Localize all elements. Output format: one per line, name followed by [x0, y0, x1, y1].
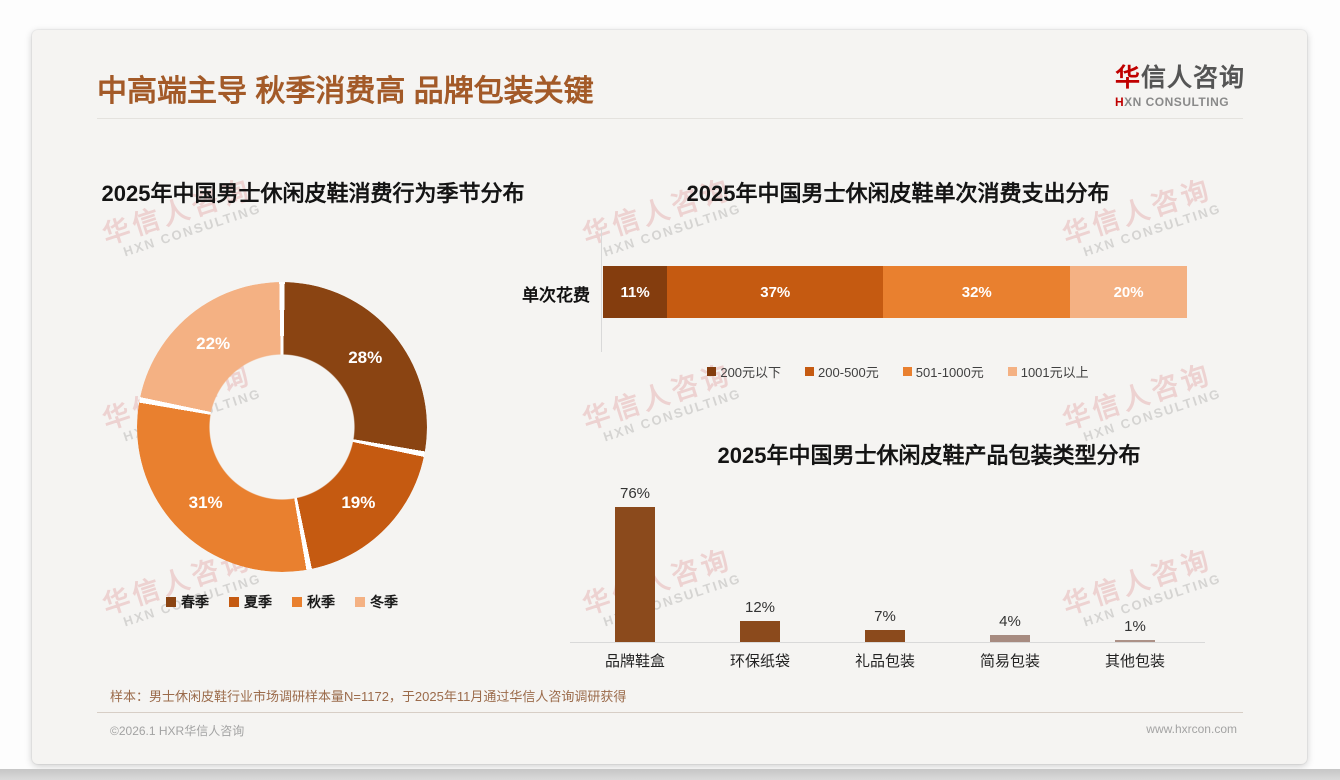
legend-swatch-icon	[805, 367, 815, 376]
bar-column: 7%	[830, 489, 940, 642]
bar-value-label: 1%	[1124, 618, 1146, 635]
bar-column: 1%	[1080, 489, 1190, 642]
watermark-en: HXN CONSULTING	[1081, 200, 1224, 260]
bar-rect	[990, 634, 1030, 642]
bar-rect	[740, 620, 780, 642]
donut-chart-title: 2025年中国男士休闲皮鞋消费行为季节分布	[101, 181, 525, 206]
legend-swatch-icon	[166, 597, 176, 607]
bar-category-label: 其他包装	[1104, 653, 1165, 670]
bar-chart-categories: 品牌鞋盒 环保纸袋 礼品包装 简易包装 其他包装	[570, 650, 1205, 674]
footer-divider	[97, 712, 1243, 713]
legend-item: 1001元以上	[1007, 362, 1089, 381]
legend-swatch-icon	[1007, 367, 1017, 376]
logo-zh-text: 华信人咨询	[1114, 64, 1245, 92]
watermark-en: HXN CONSULTING	[601, 200, 744, 260]
legend-label: 春季	[181, 594, 209, 610]
donut-segment-label: 19%	[341, 493, 376, 513]
bar-chart-plot: 76% 12% 7% 4% 1%	[570, 485, 1205, 643]
watermark-en: HXN CONSULTING	[601, 385, 744, 445]
legend-swatch-icon	[292, 597, 302, 607]
legend-item: 春季	[166, 592, 209, 612]
stacked-axis-line	[601, 228, 602, 352]
page-title: 中高端主导 秋季消费高 品牌包装关键	[97, 75, 594, 108]
watermark-en: HXN CONSULTING	[1081, 385, 1224, 445]
legend-item: 501-1000元	[902, 362, 984, 381]
sample-note: 样本：男士休闲皮鞋行业市场调研样本量N=1172，于2025年11月通过华信人咨…	[110, 689, 627, 704]
stacked-chart-title: 2025年中国男士休闲皮鞋单次消费支出分布	[686, 181, 1110, 206]
bar-value-label: 4%	[999, 612, 1021, 630]
bar-column: 12%	[705, 489, 815, 642]
legend-label: 冬季	[370, 594, 398, 610]
donut-segment-label: 22%	[196, 333, 231, 353]
legend-item: 夏季	[229, 592, 272, 612]
bar-category-label: 礼品包装	[854, 653, 915, 670]
legend-label: 1001元以上	[1020, 365, 1089, 380]
watermark-en: HXN CONSULTING	[121, 200, 264, 260]
donut-legend: 春季 夏季 秋季 冬季	[117, 592, 447, 612]
bar-category-label: 简易包装	[979, 653, 1040, 670]
donut-ring	[137, 282, 427, 572]
logo-en-text: HXN CONSULTING	[1114, 95, 1230, 109]
footer-copyright: ©2026.1 HXR华信人咨询	[110, 724, 245, 738]
bar-rect	[1115, 640, 1155, 642]
stacked-row-label: 单次花费	[522, 286, 590, 305]
stacked-legend: 200元以下 200-500元 501-1000元 1001元以上	[598, 362, 1198, 381]
header-divider	[97, 118, 1243, 119]
stacked-segment: 32%	[883, 266, 1071, 318]
stacked-bar: 11% 37% 32% 20%	[603, 266, 1187, 318]
report-card: 华信人咨询 HXN CONSULTING 华信人咨询 HXN CONSULTING 华信…	[32, 30, 1307, 764]
legend-label: 501-1000元	[915, 365, 984, 380]
bar-column: 76%	[580, 485, 690, 642]
bar-value-label: 12%	[744, 598, 776, 616]
legend-label: 200-500元	[818, 365, 879, 380]
legend-label: 夏季	[244, 594, 272, 610]
legend-swatch-icon	[902, 367, 912, 376]
stacked-segment: 37%	[667, 266, 884, 318]
legend-item: 秋季	[292, 592, 335, 612]
legend-swatch-icon	[355, 597, 365, 607]
bar-chart-title: 2025年中国男士休闲皮鞋产品包装类型分布	[717, 443, 1141, 468]
bar-rect	[865, 629, 905, 642]
legend-item: 200-500元	[805, 362, 879, 381]
legend-swatch-icon	[229, 597, 239, 607]
bar-category-label: 品牌鞋盒	[604, 653, 665, 670]
footer-website: www.hxrcon.com	[1146, 722, 1237, 736]
company-logo: 华信人咨询 HXN CONSULTING	[1115, 58, 1245, 109]
window-bottom-edge	[0, 769, 1340, 780]
bar-rect	[615, 506, 655, 642]
legend-swatch-icon	[707, 367, 717, 376]
stacked-segment: 20%	[1070, 266, 1187, 318]
donut-chart: 28% 19% 31% 22%	[137, 282, 427, 572]
legend-item: 冬季	[355, 592, 398, 612]
stacked-segment: 11%	[603, 266, 668, 318]
donut-segment-label: 31%	[188, 493, 223, 513]
bar-column: 4%	[955, 489, 1065, 642]
legend-label: 秋季	[307, 594, 335, 610]
donut-segment-label: 28%	[348, 348, 383, 368]
legend-label: 200元以下	[720, 365, 782, 380]
legend-item: 200元以下	[707, 362, 781, 381]
bar-value-label: 7%	[874, 607, 896, 625]
bar-value-label: 76%	[619, 484, 651, 502]
bar-category-label: 环保纸袋	[729, 653, 790, 670]
